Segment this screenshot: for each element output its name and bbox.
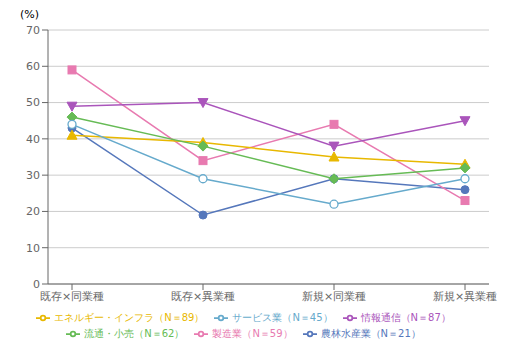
svg-text:新規×異業種: 新規×異業種 xyxy=(433,290,497,303)
html-text:情報通信（N＝87）: 情報通信（N＝87） xyxy=(360,312,451,323)
html-text:流通・小売（N＝62）: 流通・小売（N＝62） xyxy=(84,328,185,339)
svg-text:10: 10 xyxy=(26,242,40,255)
svg-text:40: 40 xyxy=(26,133,40,146)
svg-text:0: 0 xyxy=(33,278,40,291)
svg-text:70: 70 xyxy=(26,24,40,37)
html-text:農林水産業（N＝21）: 農林水産業（N＝21） xyxy=(320,328,421,339)
html-text:エネルギー・インフラ（N＝89）: エネルギー・インフラ（N＝89） xyxy=(54,312,205,323)
svg-text:既存×異業種: 既存×異業種 xyxy=(171,290,235,303)
svg-text:既存×同業種: 既存×同業種 xyxy=(40,290,104,303)
html-text:サービス業（N＝45）: サービス業（N＝45） xyxy=(232,312,333,323)
svg-text:50: 50 xyxy=(26,96,40,109)
html-text:製造業（N＝59）: 製造業（N＝59） xyxy=(212,328,293,339)
svg-text:60: 60 xyxy=(26,60,40,73)
svg-text:20: 20 xyxy=(26,205,40,218)
svg-text:新規×同業種: 新規×同業種 xyxy=(302,290,366,303)
svg-text:30: 30 xyxy=(26,169,40,182)
